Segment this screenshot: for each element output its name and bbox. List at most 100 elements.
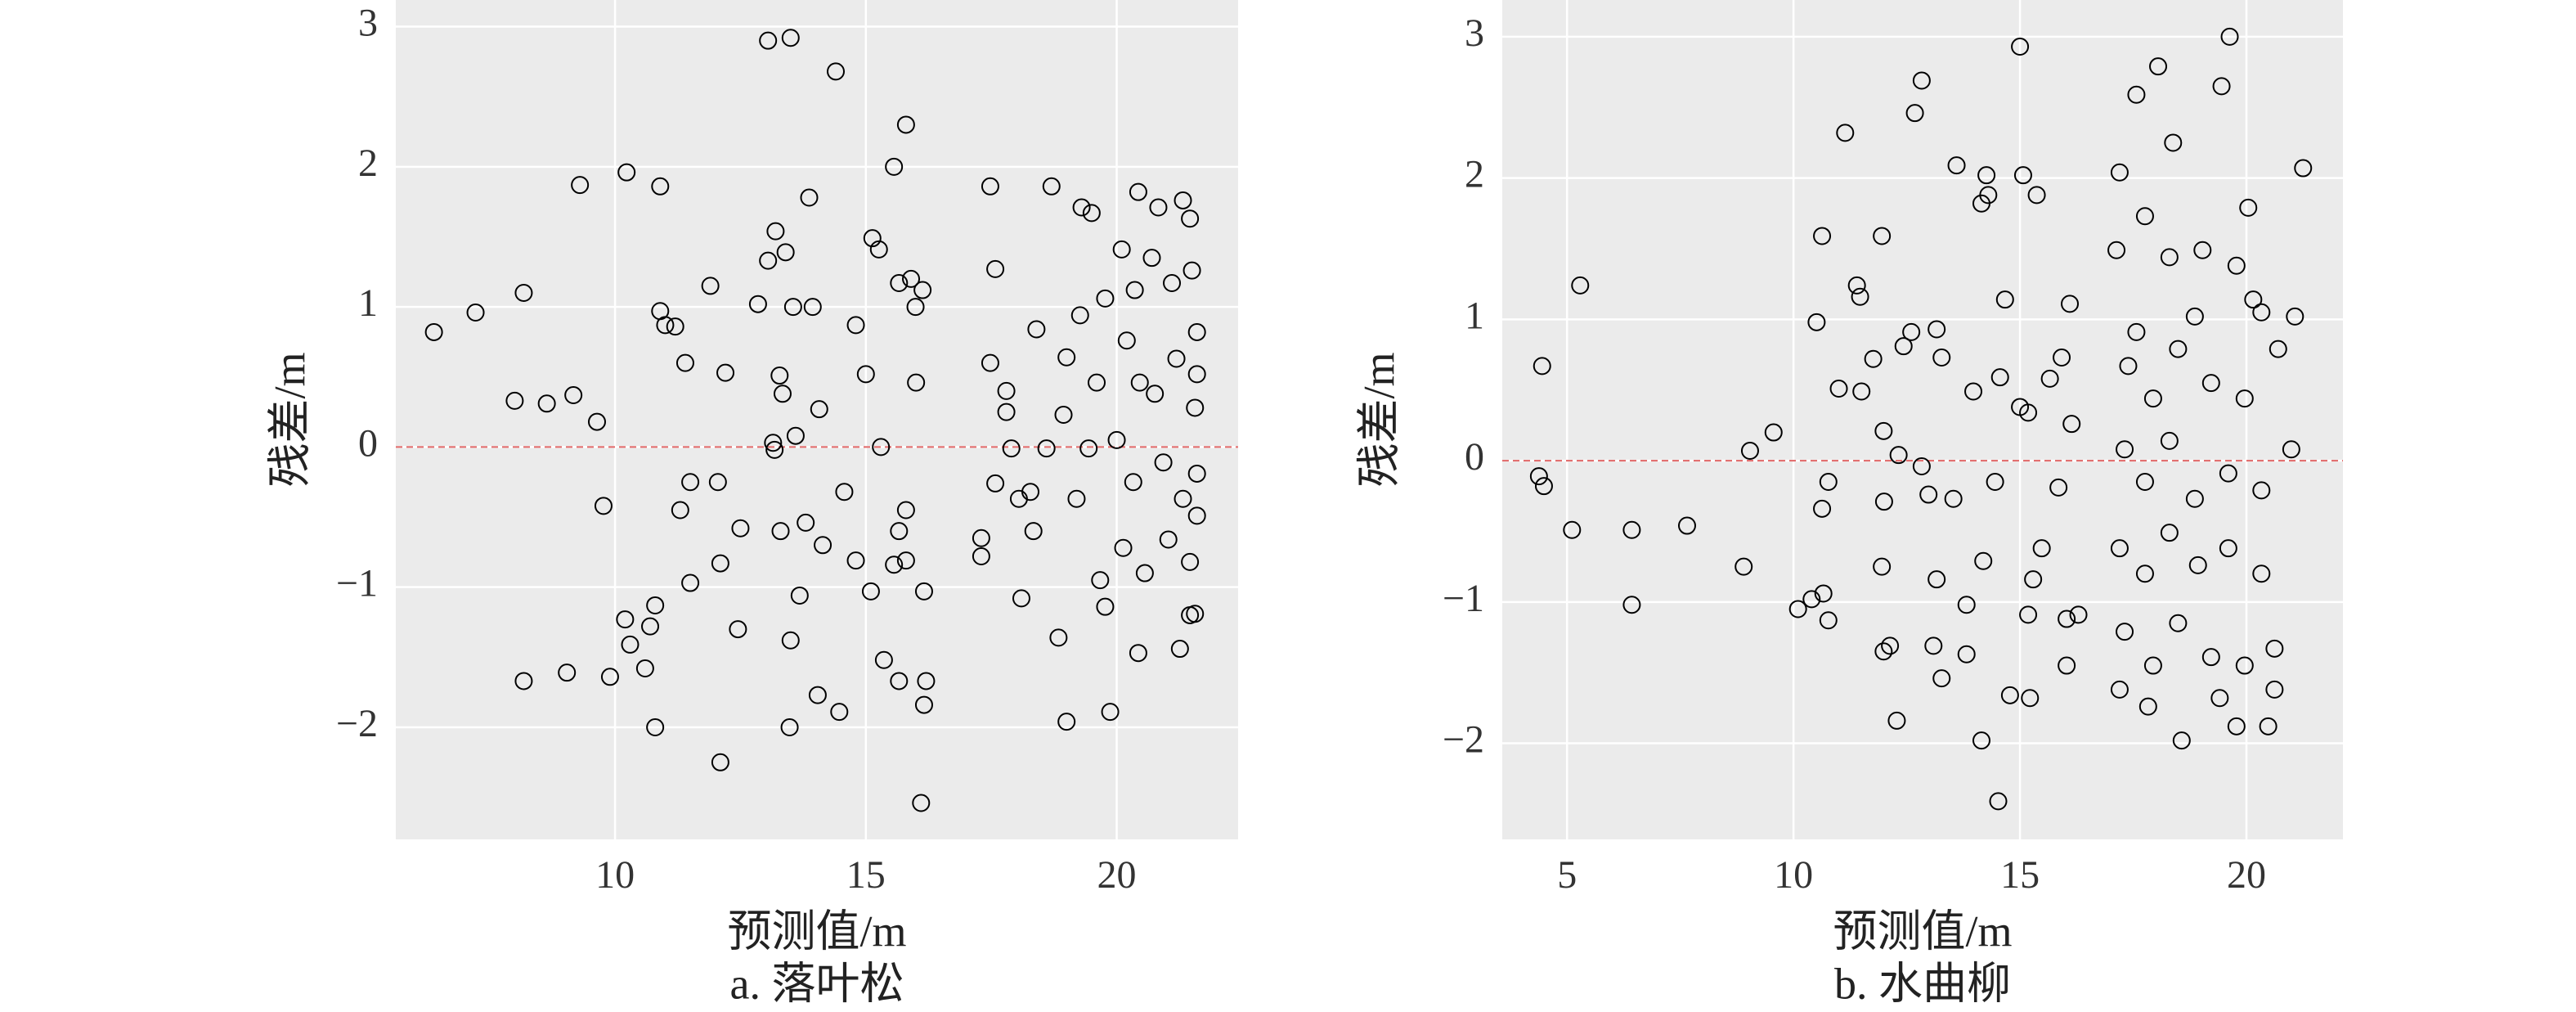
data-point [646,717,665,736]
data-point [2143,656,2162,675]
data-point [1142,249,1161,268]
data-point [1079,439,1098,458]
data-point [1534,477,1553,496]
data-point [2110,539,2129,558]
data-point [1187,322,1206,341]
y-tick-label: 3 [1465,11,1484,55]
data-point [2219,539,2237,558]
data-point [997,403,1016,421]
data-point [2032,539,2051,558]
data-point [2110,680,2129,699]
panel: 10 15 20 −2 −1 0 1 2 3 预测值/ma. 落叶松 残差/m [265,0,1238,1008]
data-point [2127,322,2146,341]
data-point [1187,506,1206,525]
data-point [2185,489,2204,508]
data-point [1928,570,1946,589]
y-tick-label: 2 [1465,153,1484,196]
data-point [1928,320,1946,339]
data-point [1964,382,1983,401]
data-point [594,497,613,515]
data-point [711,554,729,573]
data-point [2116,440,2134,459]
data-point [780,717,799,736]
data-point [514,283,533,302]
data-point [2188,555,2207,574]
x-axis-label: 预测值/m [727,906,906,956]
data-point [1995,290,2014,309]
data-point [1088,373,1106,392]
data-point [1912,457,1931,475]
data-point [1902,322,1921,341]
data-point [773,385,792,403]
data-point [2286,307,2304,326]
data-point [1125,281,1144,299]
x-tick-label: 15 [846,853,886,897]
data-point [1057,713,1076,731]
data-point [2239,198,2258,217]
data-point [2116,623,2134,641]
data-point [1813,227,1832,245]
data-point [646,596,665,614]
data-point [906,298,925,317]
data-point [759,251,778,270]
data-point [1807,313,1826,331]
data-point [874,650,893,669]
data-point [708,473,727,492]
data-point [2169,340,2188,358]
data-point [1181,209,1200,228]
data-point [1813,499,1832,518]
data-point [2040,369,2059,388]
data-point [1042,177,1061,196]
data-point [1149,198,1168,217]
data-point [890,273,909,292]
data-point [827,62,846,81]
data-point [514,672,533,690]
data-point [902,269,921,288]
data-point [846,316,865,335]
data-point [2220,27,2239,46]
data-point [600,668,619,686]
data-point [1829,380,1848,398]
data-point [2053,349,2071,367]
data-point [1972,731,1991,750]
data-point [1181,552,1200,571]
data-point [856,365,875,384]
data-point [1027,320,1046,339]
x-axis-label: 预测值/m [1833,906,2012,956]
data-point [2169,614,2188,632]
data-point [770,367,789,385]
y-axis-label: 残差/m [265,352,314,487]
data-point [2259,717,2278,735]
data-point [981,177,999,196]
y-tick-label: −2 [336,702,378,745]
data-point [2062,415,2081,434]
data-point [656,316,675,335]
data-point [2294,159,2313,178]
data-point [1167,349,1186,368]
data-point [907,373,926,392]
data-point [2227,717,2246,735]
data-point [1622,520,1641,539]
data-point [1873,557,1892,576]
data-point [2135,564,2154,583]
data-point [914,695,933,714]
data-point [803,298,822,317]
data-point [1874,493,1893,511]
data-point [1912,71,1931,90]
data-point [2193,241,2212,259]
data-point [913,281,932,299]
data-point [1802,590,1821,609]
data-point [1819,611,1838,630]
data-point [1986,473,2004,491]
data-point [1874,642,1893,661]
data-point [2252,564,2271,583]
data-point [771,522,790,541]
data-point [1851,287,1869,306]
data-point [1096,289,1115,308]
data-point [863,229,882,248]
data-point [2024,570,2043,589]
data-point [1159,530,1178,549]
data-point [1990,368,2009,387]
data-point [869,240,888,259]
